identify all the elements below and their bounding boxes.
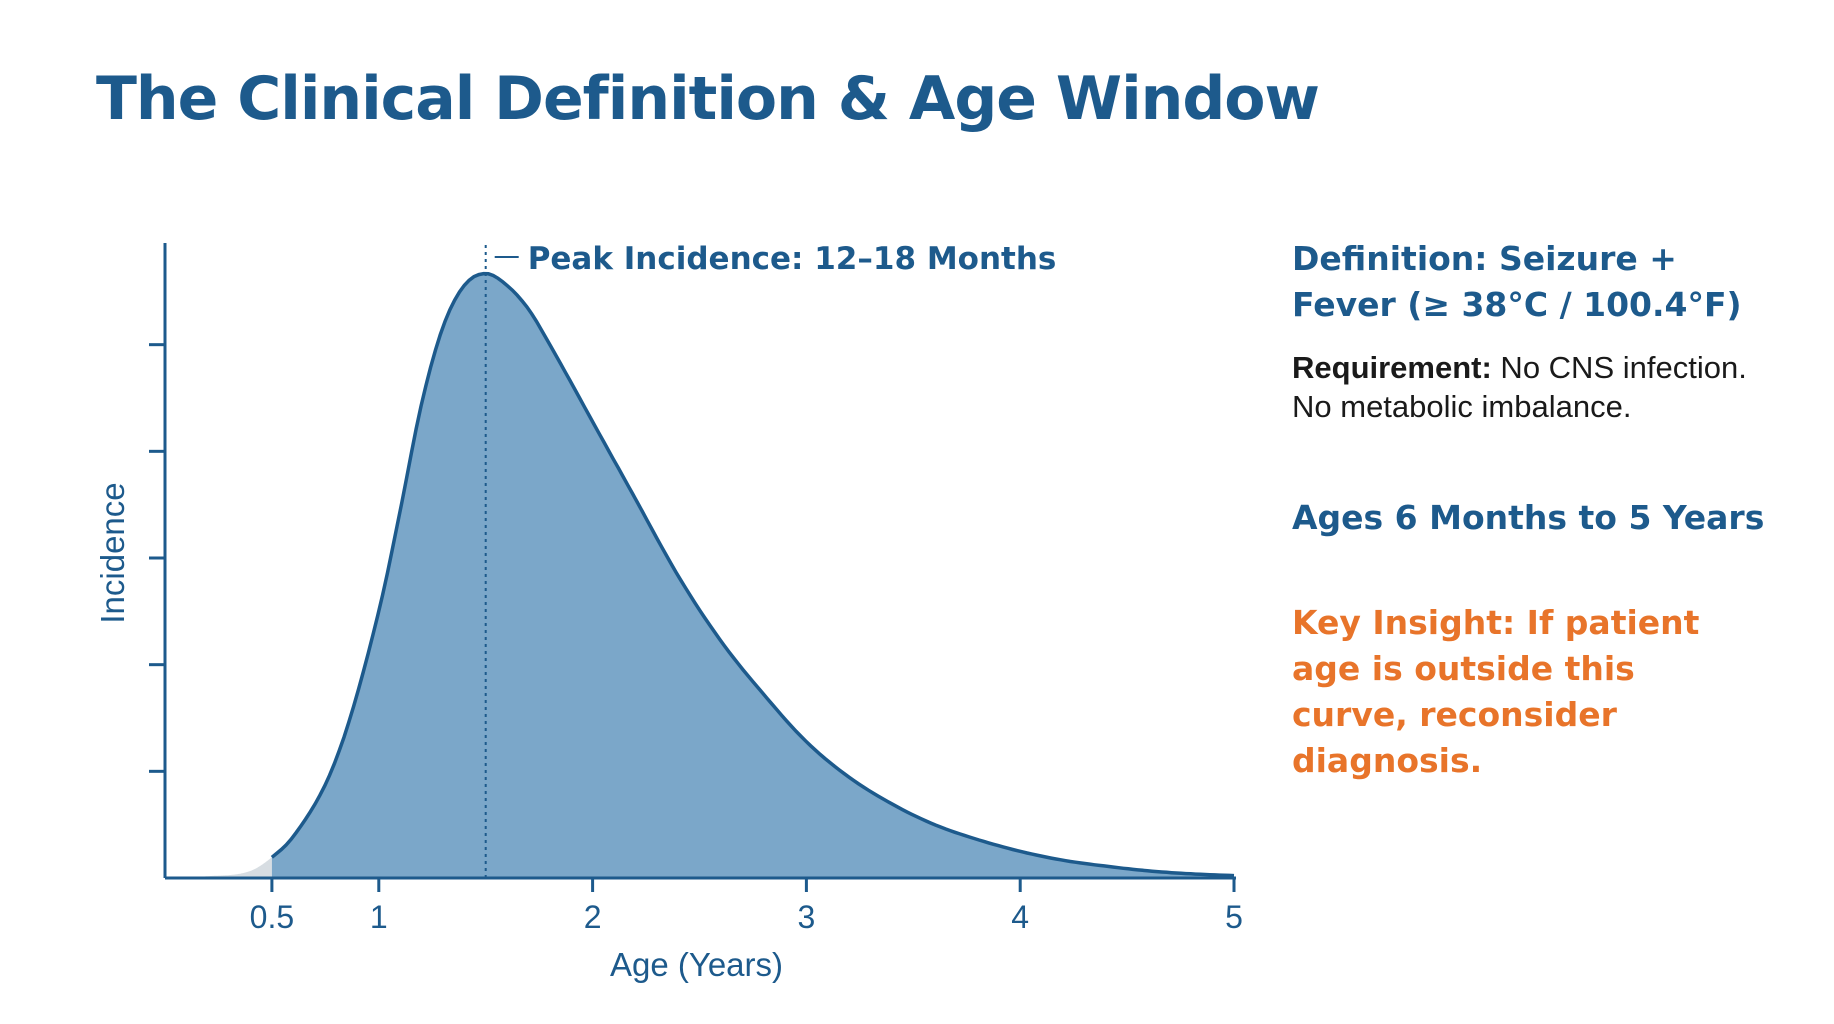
x-tick-label: 1 bbox=[370, 899, 388, 935]
x-axis-label: Age (Years) bbox=[610, 946, 783, 983]
y-axis-ticks bbox=[149, 343, 165, 773]
age-window-text: Ages 6 Months to 5 Years bbox=[1292, 498, 1765, 537]
peak-annotation: Peak Incidence: 12–18 Months bbox=[528, 241, 1057, 277]
incidence-curve-line bbox=[270, 271, 1235, 878]
requirement-text: Requirement: No CNS infection. No metabo… bbox=[1292, 348, 1792, 426]
x-tick-label: 0.5 bbox=[250, 899, 294, 935]
x-tick-label: 4 bbox=[1011, 899, 1029, 935]
page-title: The Clinical Definition & Age Window bbox=[96, 64, 1320, 134]
x-tick-label: 3 bbox=[798, 899, 816, 935]
requirement-label: Requirement: bbox=[1292, 350, 1492, 385]
y-axis-label: Incidence bbox=[94, 482, 131, 623]
key-insight-text: Key Insight: If patient age is outside t… bbox=[1292, 603, 1700, 780]
definition-heading: Definition: Seizure + Fever (≥ 38°C / 10… bbox=[1292, 239, 1742, 324]
x-tick-label: 5 bbox=[1225, 899, 1243, 935]
x-tick-label: 2 bbox=[584, 899, 602, 935]
requirement-detail: No CNS infection. No metabolic imbalance… bbox=[1292, 350, 1747, 424]
definition-panel: Definition: Seizure + Fever (≥ 38°C / 10… bbox=[1292, 236, 1792, 784]
x-axis-ticks: 0.5 1 2 3 4 5 bbox=[250, 878, 1243, 935]
pre-window-tail-area bbox=[165, 857, 272, 878]
incidence-area bbox=[271, 273, 1234, 879]
